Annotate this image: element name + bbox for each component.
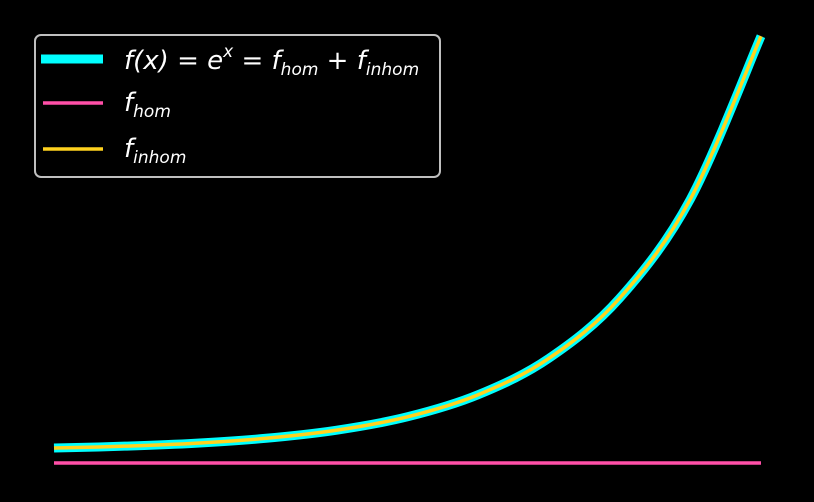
legend-label-total-text: f(x) = e xyxy=(124,46,223,76)
legend-label-total-sup: x xyxy=(222,42,234,62)
legend-label-inhom-sub: inhom xyxy=(133,148,186,168)
legend-label-total-sub2: inhom xyxy=(366,60,419,80)
series-line-inhom xyxy=(53,35,763,450)
legend-label-hom-sub: hom xyxy=(133,102,171,122)
legend-label-total-sub1: hom xyxy=(281,60,319,80)
legend-label-total-plus: + f xyxy=(318,46,369,76)
legend-label-total: f(x) = ex = fhom + finhom xyxy=(124,42,419,80)
legend: f(x) = ex = fhom + finhom fhom finhom xyxy=(34,34,441,178)
series-layer xyxy=(53,34,766,465)
legend-label-total-rest: = f xyxy=(233,46,284,76)
legend-frame xyxy=(34,34,441,178)
legend-label-hom: fhom xyxy=(124,88,171,122)
